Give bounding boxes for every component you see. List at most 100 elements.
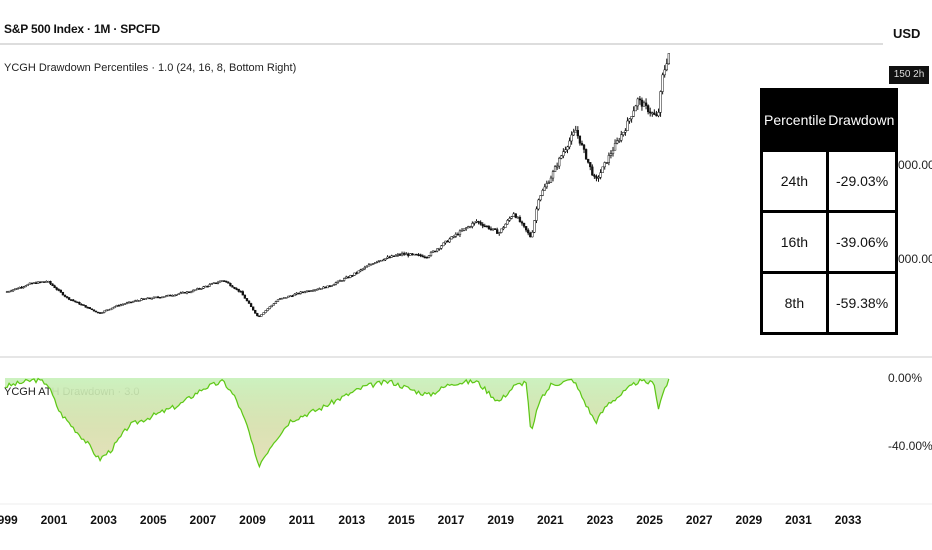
price-bar [558, 158, 561, 167]
price-bar [307, 290, 311, 293]
price-bar [169, 294, 172, 297]
price-bar [386, 256, 389, 259]
price-bar [405, 253, 408, 256]
price-bar [589, 162, 592, 168]
price-bar [477, 221, 480, 223]
price-bar [446, 240, 449, 243]
price-bar [196, 288, 199, 291]
price-bar [74, 300, 77, 303]
price-bar [413, 253, 416, 256]
price-bar [303, 291, 307, 294]
price-bar [167, 294, 170, 297]
price-bar [566, 146, 569, 150]
price-bar [268, 306, 271, 310]
price-bar [661, 74, 664, 92]
price-bar [620, 134, 623, 141]
price-bar [396, 254, 400, 256]
x-tick-label: 2001 [40, 513, 68, 527]
price-bar [163, 296, 166, 298]
price-bar [101, 312, 104, 314]
price-bar [562, 151, 565, 157]
price-bar [336, 280, 340, 283]
price-bar [646, 105, 650, 113]
price-bar [301, 291, 304, 294]
price-bar [78, 302, 81, 305]
price-bar [425, 256, 429, 259]
price-bar [369, 263, 373, 266]
price-bar [142, 298, 145, 300]
price-bar [597, 177, 600, 179]
price-bar [254, 309, 257, 314]
y-tick-label: 0.00% [888, 371, 923, 385]
price-bar [394, 255, 397, 257]
price-bar [55, 287, 58, 290]
price-bar [129, 301, 133, 304]
price-bar [390, 255, 393, 258]
price-bar [549, 177, 553, 183]
price-bar [258, 315, 261, 318]
price-bar [514, 213, 517, 218]
price-bar [649, 111, 652, 114]
price-bar [210, 283, 213, 285]
price-bar [252, 306, 255, 311]
price-bar [41, 281, 44, 283]
price-bar [208, 284, 211, 287]
price-bar [520, 221, 524, 224]
price-bar [556, 165, 559, 168]
price-bar [61, 291, 65, 296]
price-tag: 150 2h [889, 66, 929, 84]
price-bar [411, 253, 414, 255]
price-bar [618, 140, 621, 142]
price-bar [152, 296, 156, 299]
currency-label[interactable]: USD [893, 26, 921, 41]
price-bar [144, 298, 147, 300]
price-bar [527, 229, 530, 234]
price-bar [332, 284, 335, 286]
price-bar [351, 275, 354, 277]
price-bar [94, 310, 98, 313]
x-tick-label: 2013 [338, 513, 366, 527]
price-bar [70, 299, 73, 301]
price-bar [665, 63, 668, 71]
drawdown-cell: -59.38% [825, 271, 899, 335]
price-bar [363, 266, 366, 270]
price-bar [345, 276, 348, 279]
price-bar [603, 162, 606, 168]
x-tick-label: 2019 [487, 513, 515, 527]
price-bar [427, 255, 431, 258]
price-bar [117, 305, 120, 307]
price-bar [361, 268, 364, 271]
price-bar [283, 297, 286, 299]
price-bar [299, 291, 302, 294]
price-bar [570, 134, 573, 142]
table-row: 16th -39.06% [760, 210, 899, 274]
price-bar [206, 285, 209, 288]
price-bar [462, 228, 466, 231]
y-tick-label: -40.00% [888, 439, 932, 453]
price-bar [293, 293, 296, 297]
indicator-label-drawdown-percentiles[interactable]: YCGH Drawdown Percentiles · 1.0 (24, 16,… [4, 62, 297, 74]
price-bar [328, 285, 331, 288]
price-bar [39, 281, 42, 284]
drawdown-line-shadow [4, 378, 670, 468]
price-bar [374, 262, 377, 264]
price-bar [295, 292, 298, 295]
price-bar [634, 105, 637, 112]
price-bar [239, 291, 242, 293]
price-bar [380, 259, 383, 262]
price-bar [121, 303, 125, 306]
price-bar [578, 135, 582, 144]
x-tick-label: 2025 [636, 513, 663, 527]
x-tick-label: 2005 [139, 513, 167, 527]
price-bar [376, 261, 379, 263]
price-bar [340, 280, 344, 282]
price-bar [431, 250, 435, 253]
x-tick-label: 2003 [90, 513, 117, 527]
price-bar [630, 116, 633, 120]
price-bar [30, 282, 34, 285]
x-tick-label: 2015 [388, 513, 415, 527]
price-bar [611, 149, 615, 154]
price-bar [471, 223, 474, 227]
price-bar [419, 254, 422, 257]
